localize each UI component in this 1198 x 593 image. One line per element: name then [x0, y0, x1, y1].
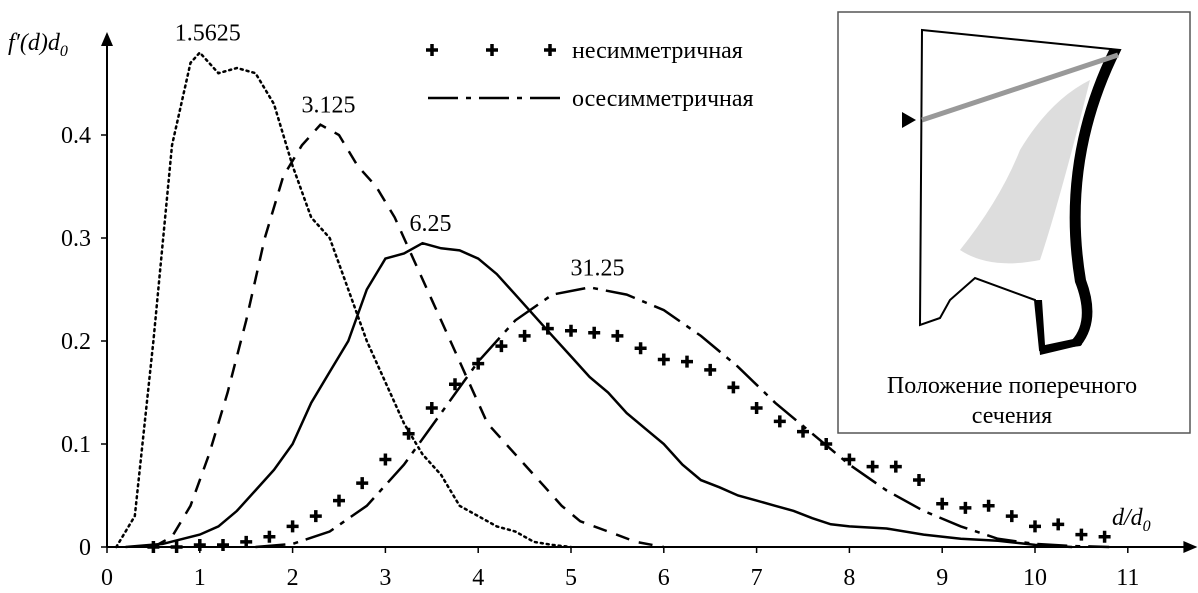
x-tick-label: 7	[751, 565, 763, 591]
legend-marker	[544, 44, 556, 56]
plus-marker	[1099, 531, 1111, 543]
plus-marker	[681, 356, 693, 368]
x-axis-arrow	[1183, 541, 1197, 553]
plus-marker	[588, 327, 600, 339]
y-tick-label: 0.2	[61, 329, 91, 355]
plus-marker	[727, 381, 739, 393]
y-axis-arrow	[101, 32, 113, 46]
x-tick-label: 5	[565, 565, 577, 591]
plus-marker	[333, 495, 345, 507]
plus-marker	[959, 502, 971, 514]
y-tick-label: 0.3	[61, 226, 91, 252]
plus-marker	[1075, 529, 1087, 541]
legend-marker	[426, 44, 438, 56]
x-tick-label: 2	[287, 565, 299, 591]
chart: 0123456789101100.10.20.30.4f′(d)d0d/d01.…	[0, 0, 1198, 593]
legend-label: несимметричная	[572, 38, 743, 64]
x-tick-label: 11	[1116, 565, 1139, 591]
legend-marker	[486, 44, 498, 56]
curve-label: 1.5625	[175, 21, 241, 47]
plus-marker	[704, 364, 716, 376]
plus-marker	[658, 354, 670, 366]
x-axis-label-main: d/d	[1112, 505, 1144, 531]
plus-marker	[1006, 510, 1018, 522]
plus-marker	[171, 541, 183, 553]
x-tick-label: 4	[472, 565, 484, 591]
x-tick-label: 6	[658, 565, 670, 591]
plus-marker	[936, 498, 948, 510]
plus-marker	[426, 402, 438, 414]
plus-marker	[287, 520, 299, 532]
x-tick-label: 0	[101, 565, 113, 591]
x-tick-label: 8	[843, 565, 855, 591]
legend-label: осесимметричная	[572, 86, 754, 112]
plus-marker	[843, 453, 855, 465]
x-tick-label: 10	[1023, 565, 1047, 591]
plus-marker	[565, 325, 577, 337]
plus-marker	[217, 539, 229, 551]
x-axis-label: d/d0	[1112, 505, 1151, 535]
y-tick-label: 0.1	[61, 432, 91, 458]
plus-marker	[751, 402, 763, 414]
y-tick-label: 0.4	[61, 123, 91, 149]
plus-marker	[310, 510, 322, 522]
plus-marker	[379, 453, 391, 465]
x-tick-label: 9	[936, 565, 948, 591]
plus-marker	[263, 531, 275, 543]
y-axis-label-sub: 0	[60, 43, 68, 60]
curve-label: 31.25	[571, 255, 625, 281]
y-tick-label: 0	[79, 535, 91, 561]
plus-marker	[890, 461, 902, 473]
curve	[116, 53, 571, 547]
plus-marker	[1029, 520, 1041, 532]
y-axis-label: f′(d)d0	[8, 30, 68, 60]
plus-marker	[983, 500, 995, 512]
curve	[153, 125, 663, 547]
plus-marker	[867, 461, 879, 473]
plus-marker	[797, 426, 809, 438]
plus-marker	[611, 330, 623, 342]
y-axis-label-main: f′(d)d	[8, 30, 61, 56]
plus-marker	[913, 474, 925, 486]
plus-marker	[194, 539, 206, 551]
x-tick-label: 3	[379, 565, 391, 591]
curve-label: 3.125	[301, 93, 355, 119]
x-axis-label-sub: 0	[1143, 518, 1151, 535]
plus-marker	[519, 330, 531, 342]
plus-marker	[1052, 518, 1064, 530]
curve-label: 6.25	[410, 211, 452, 237]
inset-caption: Положение поперечного	[887, 373, 1137, 399]
inset-caption: сечения	[972, 403, 1052, 429]
x-tick-label: 1	[194, 565, 206, 591]
plus-marker	[356, 477, 368, 489]
plus-marker	[635, 342, 647, 354]
inset	[838, 12, 1190, 433]
plus-marker	[774, 415, 786, 427]
plus-marker	[147, 541, 159, 553]
